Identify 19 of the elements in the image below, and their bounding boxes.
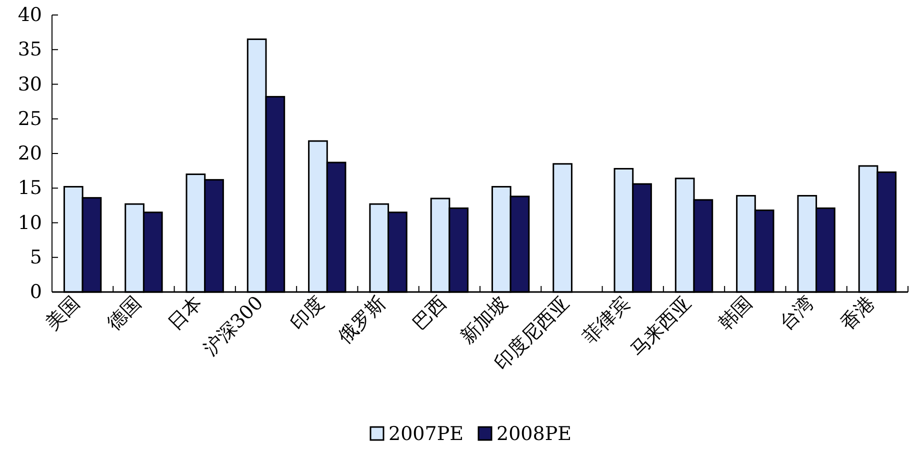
y-tick-label: 5 (30, 246, 42, 268)
x-tick-label: 俄罗斯 (334, 292, 390, 348)
y-tick-label: 25 (18, 108, 42, 130)
y-tick-label: 10 (18, 212, 42, 234)
x-tick-label: 美国 (42, 292, 84, 334)
x-tick-label: 巴西 (408, 292, 451, 334)
y-tick-label: 30 (18, 73, 42, 96)
x-tick-label: 台湾 (775, 292, 818, 334)
legend-label: 2008PE (496, 423, 572, 445)
y-tick-label: 15 (18, 177, 42, 200)
x-tick-label: 德国 (102, 292, 146, 334)
x-tick-label: 香港 (836, 292, 879, 334)
y-tick-label: 20 (18, 142, 42, 164)
x-tick-label: 印度 (286, 292, 329, 334)
x-tick-label: 韩国 (714, 292, 757, 334)
y-tick-label: 35 (18, 38, 42, 61)
legend-label: 2007PE (388, 423, 464, 445)
y-tick-label: 0 (30, 281, 42, 303)
y-tick-label: 40 (18, 4, 42, 26)
